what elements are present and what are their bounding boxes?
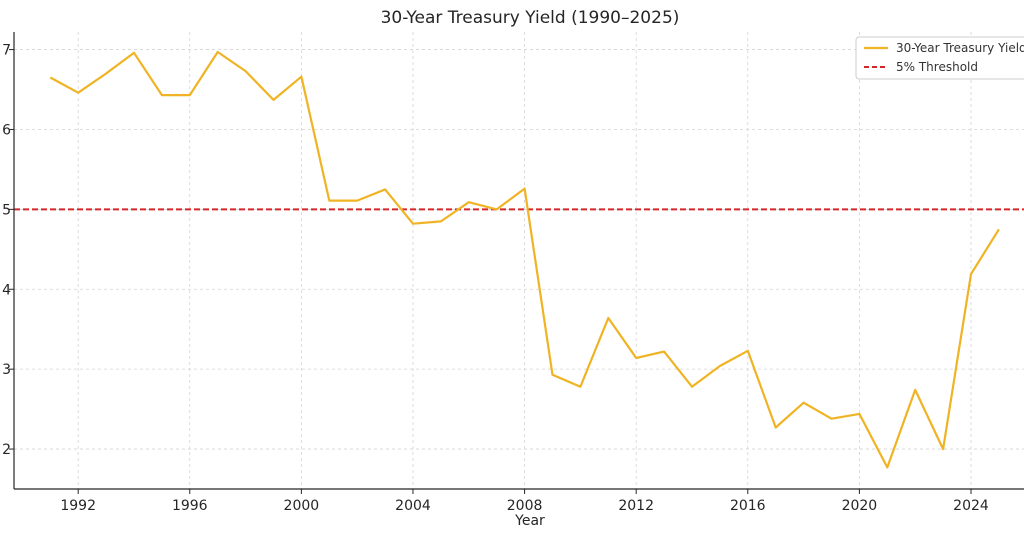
x-tick-label: 2004: [395, 498, 431, 514]
x-tick-label: 2012: [618, 498, 654, 514]
legend-box: [855, 36, 1024, 80]
x-tick-label: 2008: [507, 498, 543, 514]
y-tick-label: 4: [2, 282, 11, 298]
legend-label-threshold: 5% Threshold: [896, 60, 978, 74]
y-ticks: 2 3 4 5 6 7: [2, 43, 14, 458]
axes: [13, 32, 1024, 490]
x-ticks: 1992 1996 2000 2004 2008 2012 2016 2020 2024: [60, 489, 989, 514]
x-tick-label: 1996: [172, 498, 208, 514]
x-tick-label: 2020: [842, 498, 878, 514]
x-tick-label: 2016: [730, 498, 766, 514]
series-layer: [49, 50, 1000, 469]
x-tick-label: 2000: [284, 498, 320, 514]
series-line: [49, 50, 1000, 469]
y-tick-label: 2: [2, 442, 11, 458]
y-tick-label: 6: [2, 122, 11, 138]
x-axis-label: Year: [514, 513, 545, 529]
y-tick-label: 7: [2, 43, 11, 59]
chart-title: 30-Year Treasury Yield (1990–2025): [381, 8, 680, 28]
x-tick-label: 2024: [953, 498, 989, 514]
y-tick-label: 3: [2, 362, 11, 378]
x-tick-label: 1992: [60, 498, 96, 514]
legend: 30-Year Treasury Yield 5% Threshold: [855, 36, 1024, 80]
legend-label-series: 30-Year Treasury Yield: [896, 41, 1024, 55]
y-tick-label: 5: [2, 202, 11, 218]
grid-lines: [14, 32, 1024, 489]
